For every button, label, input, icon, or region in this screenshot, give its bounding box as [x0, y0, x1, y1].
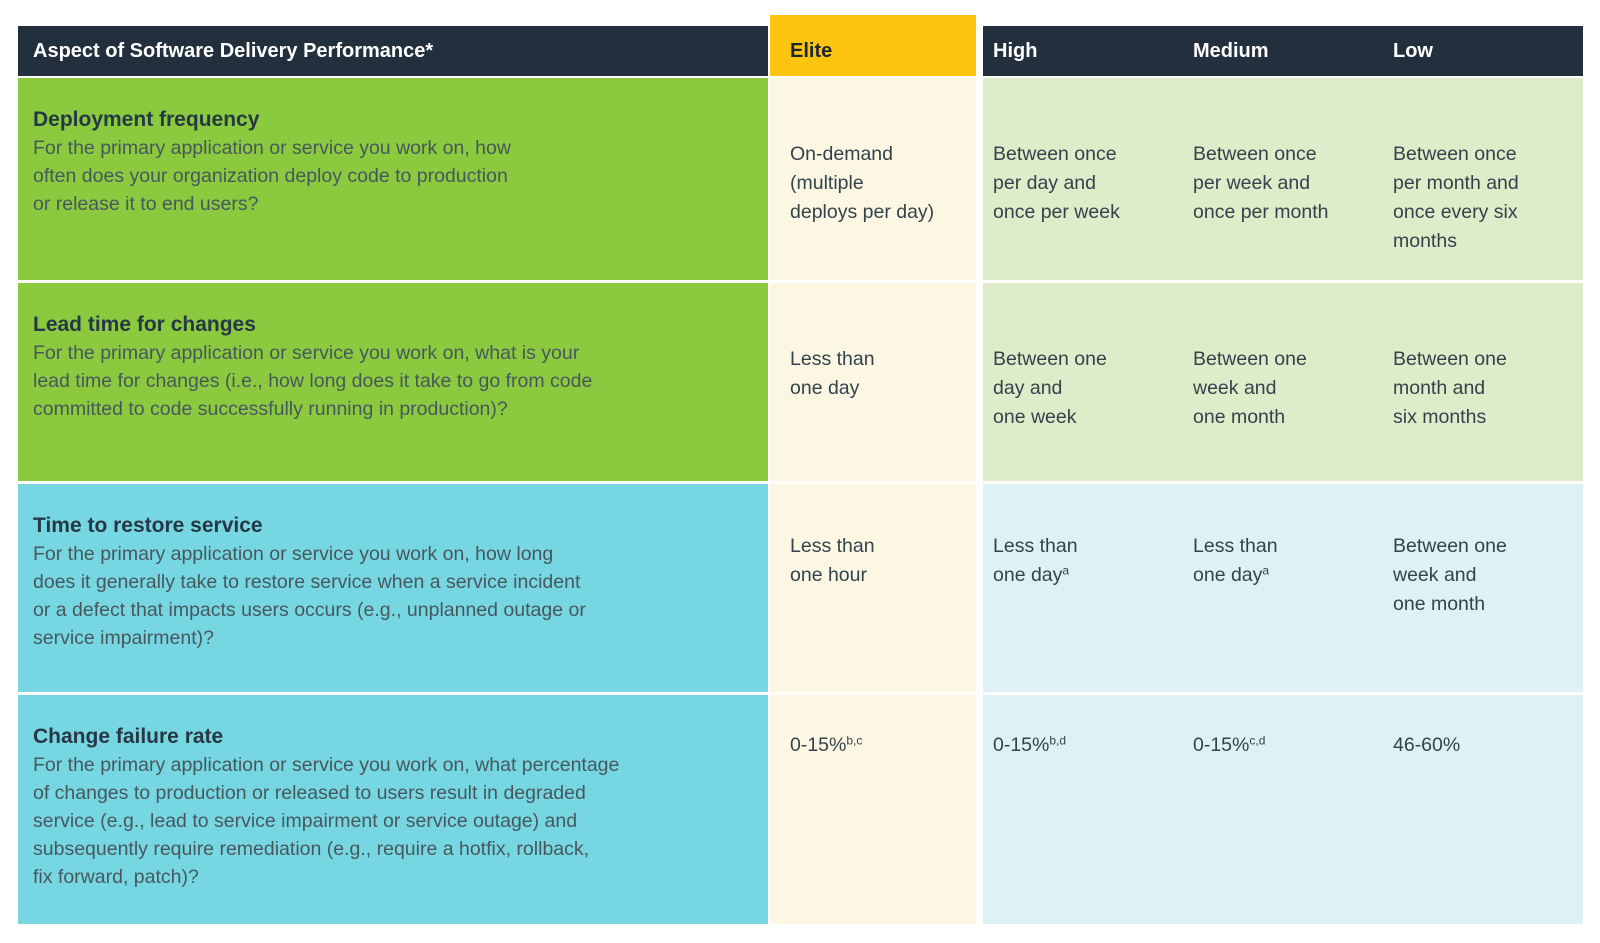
- elite-value-cell: Less than one day: [770, 283, 976, 481]
- aspect-question: For the primary application or service y…: [33, 137, 511, 215]
- footnote-marker: a: [1262, 563, 1270, 578]
- medium-value: Between one week and one month: [1193, 348, 1307, 428]
- medium-value-cell: Less than one daya: [1183, 532, 1383, 692]
- high-value: Less than one day: [993, 535, 1078, 586]
- aspect-cell: Deployment frequency For the primary app…: [18, 78, 768, 280]
- medium-value-cell: Between one week and one month: [1183, 345, 1383, 481]
- table-header-row: Aspect of Software Delivery Performance*…: [18, 15, 1583, 76]
- high-value: 0-15%: [993, 734, 1050, 756]
- low-value: Between one week and one month: [1393, 535, 1507, 615]
- medium-value-cell: Between once per week and once per month: [1183, 140, 1383, 280]
- low-value: Between once per month and once every si…: [1393, 143, 1519, 252]
- level-values: Less than one daya Less than one daya Be…: [983, 484, 1583, 692]
- header-performance-levels: High Medium Low: [983, 26, 1583, 76]
- aspect-title: Time to restore service: [33, 514, 263, 537]
- aspect-question: For the primary application or service y…: [33, 754, 620, 888]
- medium-value: Between once per week and once per month: [1193, 143, 1329, 223]
- aspect-question: For the primary application or service y…: [33, 543, 586, 649]
- aspect-title: Deployment frequency: [33, 108, 260, 131]
- footnote-marker: a: [1062, 563, 1070, 578]
- medium-value-cell: 0-15%c,d: [1183, 731, 1383, 924]
- low-value-cell: Between one week and one month: [1383, 532, 1583, 692]
- footnote-marker: b,c: [846, 733, 863, 748]
- elite-value-cell: 0-15%b,c: [770, 695, 976, 924]
- low-value-cell: 46-60%: [1383, 731, 1583, 924]
- medium-value: 0-15%: [1193, 734, 1250, 756]
- high-value: Between one day and one week: [993, 348, 1107, 428]
- aspect-cell: Change failure rate For the primary appl…: [18, 695, 768, 924]
- header-aspect: Aspect of Software Delivery Performance*: [18, 26, 768, 76]
- high-value-cell: Between one day and one week: [983, 345, 1183, 481]
- footnote-marker: c,d: [1249, 733, 1266, 748]
- low-value-cell: Between one month and six months: [1383, 345, 1583, 481]
- low-value: Between one month and six months: [1393, 348, 1507, 428]
- table-row-time-to-restore: Time to restore service For the primary …: [18, 484, 1583, 692]
- level-values: Between once per day and once per week B…: [983, 78, 1583, 280]
- header-low: Low: [1393, 40, 1433, 62]
- header-elite: Elite: [770, 15, 976, 76]
- header-high: High: [993, 40, 1038, 62]
- high-value-cell: 0-15%b,d: [983, 731, 1183, 924]
- low-value: 46-60%: [1393, 734, 1461, 756]
- performance-table: Aspect of Software Delivery Performance*…: [18, 15, 1583, 924]
- elite-value: Less than one hour: [790, 535, 875, 586]
- medium-value: Less than one day: [1193, 535, 1278, 586]
- aspect-title: Change failure rate: [33, 725, 224, 748]
- table-row-deployment-frequency: Deployment frequency For the primary app…: [18, 78, 1583, 280]
- level-values: Between one day and one week Between one…: [983, 283, 1583, 481]
- high-value-cell: Between once per day and once per week: [983, 140, 1183, 280]
- header-medium: Medium: [1193, 40, 1269, 62]
- high-value: Between once per day and once per week: [993, 143, 1120, 223]
- aspect-question: For the primary application or service y…: [33, 342, 593, 420]
- footnote-marker: b,d: [1049, 733, 1067, 748]
- high-value-cell: Less than one daya: [983, 532, 1183, 692]
- elite-value: Less than one day: [790, 348, 875, 399]
- low-value-cell: Between once per month and once every si…: [1383, 140, 1583, 280]
- table-row-lead-time: Lead time for changes For the primary ap…: [18, 283, 1583, 481]
- elite-value: On-demand (multiple deploys per day): [790, 143, 935, 223]
- aspect-cell: Time to restore service For the primary …: [18, 484, 768, 692]
- level-values: 0-15%b,d 0-15%c,d 46-60%: [983, 695, 1583, 924]
- elite-value: 0-15%: [790, 734, 847, 756]
- aspect-title: Lead time for changes: [33, 313, 256, 336]
- table-row-change-failure-rate: Change failure rate For the primary appl…: [18, 695, 1583, 924]
- aspect-cell: Lead time for changes For the primary ap…: [18, 283, 768, 481]
- elite-value-cell: Less than one hour: [770, 484, 976, 692]
- elite-value-cell: On-demand (multiple deploys per day): [770, 78, 976, 280]
